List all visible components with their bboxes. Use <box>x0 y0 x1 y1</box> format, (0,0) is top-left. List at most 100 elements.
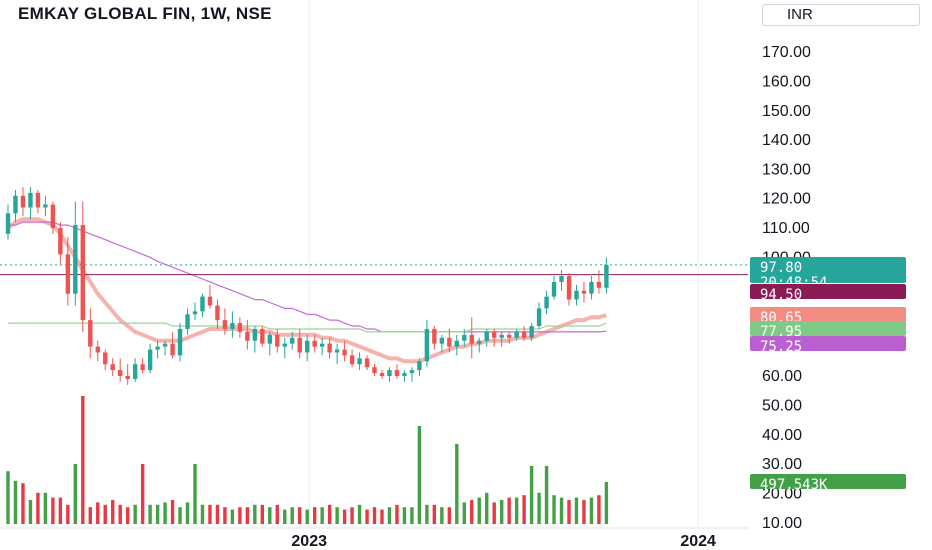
volume-bar <box>387 507 392 524</box>
volume-bar <box>81 396 85 524</box>
volume-bar <box>43 492 48 524</box>
volume-bar <box>402 507 407 524</box>
level-price-label: 94.50 <box>760 287 802 303</box>
candle-body <box>596 281 602 288</box>
candle-body <box>5 213 11 234</box>
price-labels: 97.8020:48:5494.5080.6577.9575.25497.543… <box>750 257 906 493</box>
candle-body <box>267 334 272 344</box>
volume-bar <box>283 509 287 524</box>
volume-bar <box>66 504 70 524</box>
candle-body <box>50 204 56 228</box>
currency-selector[interactable]: INR <box>762 4 920 26</box>
horizontal-lines <box>0 264 748 276</box>
ma-slow-price-badge <box>750 336 906 351</box>
volume-bar <box>155 504 160 524</box>
volume-bar <box>552 495 556 524</box>
candle-body <box>20 195 26 208</box>
volume-bar <box>574 497 579 524</box>
ma_slow-line <box>8 221 607 333</box>
price-tick-label: 170.00 <box>762 44 811 61</box>
time-axis: 2023 2024 <box>291 533 716 550</box>
volume-bar <box>268 507 272 524</box>
price-tick-label: 150.00 <box>762 103 811 120</box>
candle-body <box>118 370 123 376</box>
candle-body <box>177 328 183 356</box>
candle-body <box>185 314 190 329</box>
candle-body <box>147 349 153 371</box>
candle-body <box>521 331 527 338</box>
candle-body <box>35 192 41 208</box>
candle-body <box>357 358 362 365</box>
candle-body <box>200 296 205 312</box>
volume-bar <box>230 509 235 524</box>
volume-bar <box>275 504 279 524</box>
volume-bar <box>200 504 205 524</box>
volume-bar <box>238 507 242 524</box>
candle-body <box>103 352 108 365</box>
candle-body <box>215 305 220 321</box>
volume-bar <box>335 507 339 524</box>
volume-bar <box>432 504 437 524</box>
volume-bar <box>245 507 250 524</box>
volume-bar <box>298 507 302 524</box>
candle-body <box>13 195 18 214</box>
price-tick-label: 110.00 <box>762 220 810 237</box>
volume-bar <box>365 509 369 524</box>
candle-body <box>207 296 213 306</box>
candle-body <box>387 370 392 376</box>
price-tick-label: 130.00 <box>762 161 811 178</box>
volume-bar <box>410 507 414 524</box>
candle-body <box>484 331 489 341</box>
candle-body <box>506 334 512 338</box>
candle-body <box>499 334 504 338</box>
volume-bar <box>21 483 25 524</box>
candle-body <box>447 337 452 347</box>
volume-bar <box>582 500 586 524</box>
candle-body <box>73 225 78 294</box>
candle-body <box>581 290 587 294</box>
candlesticks <box>5 186 609 385</box>
candle-body <box>260 328 265 344</box>
volume-bar <box>499 500 504 524</box>
price-tick-label: 60.00 <box>762 368 802 385</box>
candle-body <box>155 346 160 350</box>
candle-body <box>462 334 467 341</box>
candle-body <box>372 367 377 374</box>
volume-bar <box>223 507 227 524</box>
volume-bar <box>372 507 377 524</box>
volume-bar <box>178 507 182 524</box>
candle-body <box>492 331 497 338</box>
volume-bars <box>6 396 609 524</box>
volume-bar <box>529 466 534 524</box>
volume-bar <box>88 507 92 524</box>
candle-body <box>454 340 459 347</box>
price-tick-label: 50.00 <box>762 397 802 414</box>
volume-bar <box>357 504 362 524</box>
price-tick-label: 30.00 <box>762 456 802 473</box>
price-tick-label: 10.00 <box>762 515 802 532</box>
candle-body <box>28 192 33 208</box>
grid <box>0 0 748 529</box>
volume-bar <box>507 497 511 524</box>
price-tick-label: 20.00 <box>762 486 802 503</box>
volume-bar <box>470 500 474 524</box>
volume-bar <box>522 495 526 524</box>
volume-bar <box>6 471 10 524</box>
candle-body <box>409 370 415 374</box>
candle-body <box>559 276 564 282</box>
volume-bar <box>148 504 152 524</box>
volume-bar <box>544 466 549 524</box>
candle-body <box>432 328 437 344</box>
volume-bar <box>260 504 265 524</box>
candle-body <box>334 349 340 353</box>
volume-bar <box>208 504 212 524</box>
candle-body <box>282 343 287 347</box>
volume-bar <box>537 492 541 524</box>
candle-body <box>192 311 198 315</box>
volume-bar <box>567 500 571 524</box>
volume-bar <box>253 504 257 524</box>
last-price-label: 97.80 <box>760 260 802 276</box>
ma-fast-price-badge <box>750 307 906 322</box>
candle-body <box>275 334 280 347</box>
